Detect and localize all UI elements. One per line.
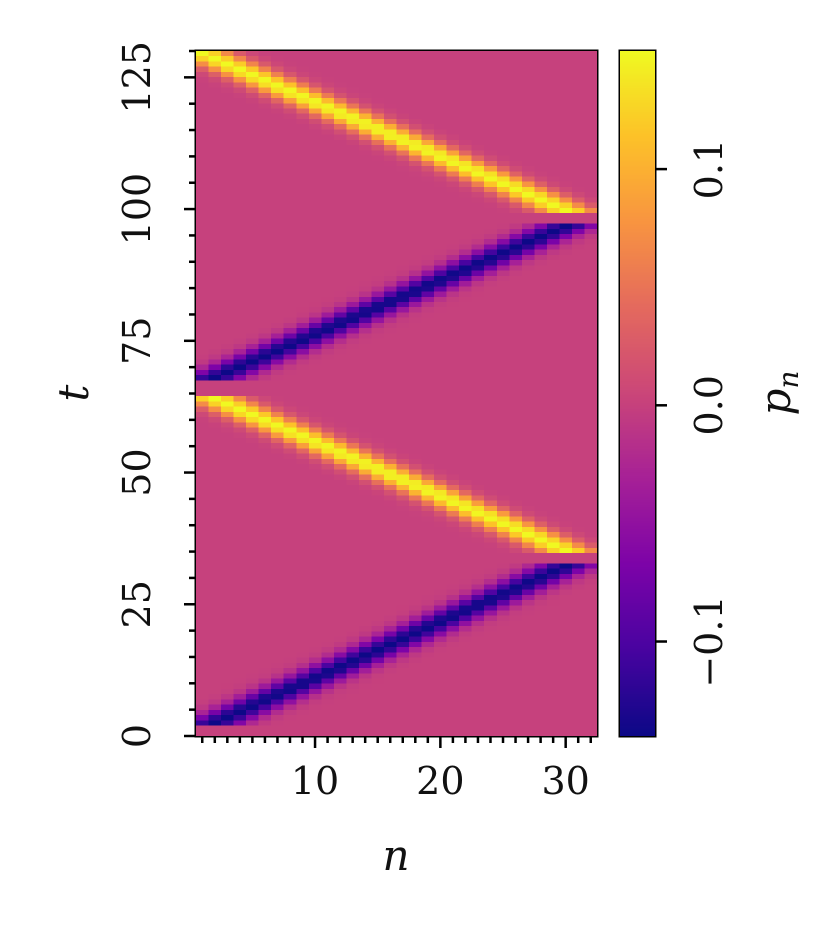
colorbar-tick-label: −0.1 — [687, 595, 731, 687]
colorbar-label: pn — [751, 371, 805, 416]
y-tick-label: 100 — [115, 173, 159, 246]
x-axis-label: n — [382, 831, 409, 880]
y-tick-label: 50 — [115, 448, 159, 496]
x-tick-label: 30 — [541, 759, 589, 803]
colorbar-tick-label: 0.1 — [687, 139, 731, 199]
y-axis-label: t — [49, 384, 98, 401]
x-tick-label: 20 — [416, 759, 464, 803]
y-tick-label: 0 — [115, 724, 159, 748]
colorbar-tick-label: 0.0 — [687, 375, 731, 435]
y-tick-label: 25 — [115, 580, 159, 628]
x-tick-label: 10 — [291, 759, 339, 803]
colorbar-label-base: p — [751, 389, 800, 416]
heatmap-image — [196, 51, 597, 736]
colorbar-label-subscript: n — [772, 371, 805, 389]
y-axis-ticks: 0 25 50 75 100 125 — [115, 41, 196, 748]
y-tick-label: 75 — [115, 317, 159, 365]
colorbar-ticks: −0.1 0.0 0.1 — [655, 139, 731, 688]
colorbar-gradient — [620, 51, 655, 736]
x-axis-ticks: 10 20 30 — [201, 736, 592, 803]
y-tick-label: 125 — [115, 41, 159, 114]
